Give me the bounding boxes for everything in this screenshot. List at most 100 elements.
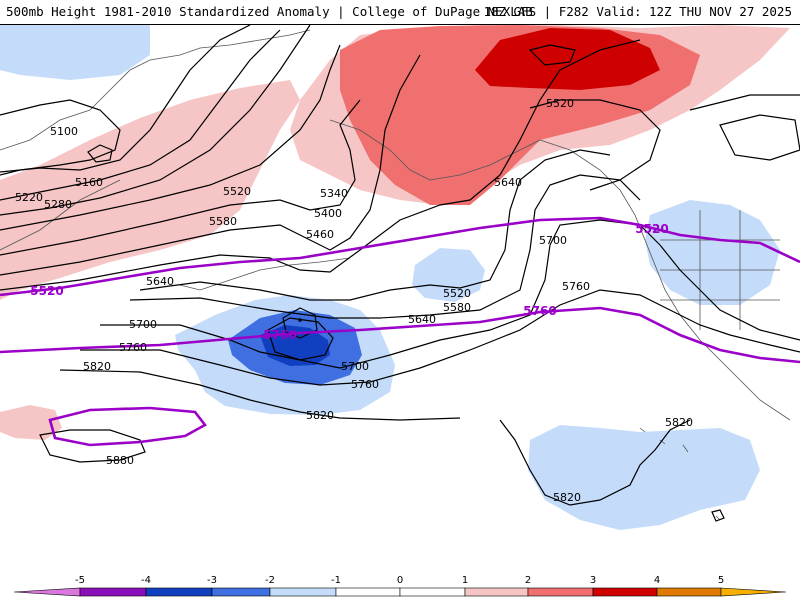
contour-5220 [0, 29, 281, 201]
tick-zero: 0 [397, 575, 403, 586]
contour-5580 [139, 149, 611, 301]
highlight-label-5760-east: 5760 [523, 304, 556, 318]
map-title: 500mb Height 1981-2010 Standardized Anom… [6, 4, 533, 19]
highlight-label-5520-west: 5520 [30, 284, 63, 298]
label-5760-east: 5760 [562, 280, 590, 293]
contour-labels: 5100 5160 5220 5280 5520 5580 5340 5400 … [15, 97, 693, 504]
contour-low-center [282, 307, 318, 339]
label-5460: 5460 [306, 228, 334, 241]
label-5220: 5220 [15, 191, 43, 204]
label-5640-west: 5640 [146, 275, 174, 288]
aleutian-chain [179, 257, 351, 291]
tick-neg5: -5 [75, 575, 85, 586]
negative-anomaly-nw [0, 25, 150, 80]
contour-5160 [0, 24, 251, 173]
highlight-5760 [0, 306, 800, 364]
highlight-5520 [0, 216, 800, 297]
alaska-coast [329, 119, 541, 181]
highlight-5880-ring [48, 406, 207, 447]
label-5340: 5340 [320, 187, 348, 200]
label-5520-center: 5520 [443, 287, 471, 300]
label-5100: 5100 [50, 125, 78, 138]
tick-pos4: 4 [654, 575, 660, 586]
contour-5640 [129, 174, 641, 319]
label-5700-west: 5700 [129, 318, 157, 331]
label-5520-west: 5520 [223, 185, 251, 198]
contour-low-north [528, 44, 576, 66]
label-5640-north: 5640 [494, 176, 522, 189]
label-5880: 5880 [106, 454, 134, 467]
label-5820-center: 5820 [306, 409, 334, 422]
label-5580-center: 5580 [443, 301, 471, 314]
swatch-pos4 [592, 587, 658, 597]
label-5820-south: 5820 [553, 491, 581, 504]
tick-pos5: 5 [718, 575, 724, 586]
label-5280: 5280 [44, 198, 72, 211]
label-5760-center: 5760 [351, 378, 379, 391]
tick-pos3: 3 [590, 575, 596, 586]
swatch-neg4 [145, 587, 213, 597]
contour-5520-upper [529, 99, 661, 191]
swatch-neg3 [211, 587, 271, 597]
label-5700-north: 5700 [539, 234, 567, 247]
label-5400: 5400 [314, 207, 342, 220]
contour-5460 [0, 54, 421, 276]
geography-lines [0, 29, 791, 521]
contour-ne-low-2 [689, 94, 800, 111]
positive-anomaly-core [475, 28, 660, 90]
label-5160: 5160 [75, 176, 103, 189]
highlight-label-5760-center: 5760 [263, 328, 296, 342]
positive-anomaly-small [0, 405, 62, 440]
colorbar-svg: -5 -4 -3 -2 -1 0 1 2 3 4 5 [13, 575, 787, 597]
tick-neg3: -3 [207, 575, 217, 586]
contour-5280 [0, 24, 311, 216]
contour-5760 [80, 289, 800, 386]
colorbar: -5 -4 -3 -2 -1 0 1 2 3 4 5 [0, 570, 800, 600]
title-bar: 500mb Height 1981-2010 Standardized Anom… [0, 0, 800, 25]
contour-5520-main [0, 39, 641, 291]
label-5700-center: 5700 [341, 360, 369, 373]
colorbar-swatches [13, 587, 787, 597]
label-5760-west: 5760 [119, 341, 147, 354]
low-center-marker [298, 318, 302, 322]
swatch-pos3 [527, 587, 594, 597]
anomaly-map: 5100 5160 5220 5280 5520 5580 5340 5400 … [0, 24, 800, 530]
swatch-neg1 [335, 587, 401, 597]
swatch-pos2 [464, 587, 529, 597]
tick-neg1: -1 [331, 575, 341, 586]
swatch-pos1 [399, 587, 466, 597]
tick-pos1: 1 [462, 575, 468, 586]
tick-neg2: -2 [265, 575, 275, 586]
japan-coast [0, 179, 121, 251]
negative-anomaly-east [645, 200, 780, 305]
asia-coast [0, 29, 311, 151]
tick-pos2: 2 [525, 575, 531, 586]
contour-low-center-2 [267, 317, 334, 361]
contour-5400 [0, 99, 361, 256]
highlight-labels: 5520 5760 5520 5760 [30, 222, 668, 342]
highlight-label-5520-east: 5520 [635, 222, 668, 236]
label-5580-west: 5580 [209, 215, 237, 228]
map-panel: 5100 5160 5220 5280 5520 5580 5340 5400 … [0, 24, 800, 570]
contour-5880 [39, 429, 146, 463]
swatch-neg-tip [13, 587, 81, 597]
contour-5820-west [59, 369, 461, 421]
swatch-neg5 [79, 587, 147, 597]
colorbar-ticks: -5 -4 -3 -2 -1 0 1 2 3 4 5 [75, 575, 724, 586]
label-5640-center: 5640 [408, 313, 436, 326]
negative-anomaly-south [528, 425, 760, 530]
height-contours [0, 24, 800, 522]
tick-neg4: -4 [141, 575, 151, 586]
contour-ne-low [719, 114, 800, 161]
na-west-coast [539, 139, 791, 421]
swatch-pos-tip [720, 587, 787, 597]
contour-low-nw [87, 144, 113, 163]
label-5820-west: 5820 [83, 360, 111, 373]
contour-5700 [100, 219, 800, 369]
contour-5340 [0, 44, 341, 231]
model-run-info: 18Z GFS | F282 Valid: 12Z THU NOV 27 202… [483, 4, 792, 19]
label-5520-north: 5520 [546, 97, 574, 110]
swatch-neg2 [269, 587, 337, 597]
hawaii-islands [639, 427, 721, 521]
contour-5820-south [499, 419, 691, 506]
